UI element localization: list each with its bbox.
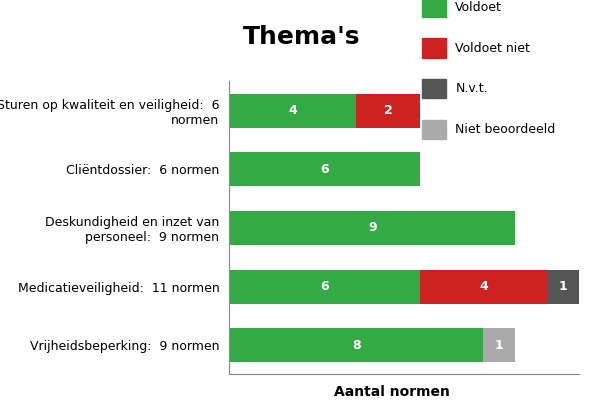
Bar bbox=[229, 152, 420, 186]
Bar bbox=[484, 328, 516, 362]
Bar bbox=[420, 269, 547, 304]
Text: 1: 1 bbox=[558, 280, 567, 293]
Text: 4: 4 bbox=[479, 280, 488, 293]
Text: Thema's: Thema's bbox=[243, 25, 360, 49]
Bar bbox=[547, 269, 579, 304]
Text: Voldoet niet: Voldoet niet bbox=[455, 42, 530, 55]
Bar bbox=[229, 94, 356, 128]
Bar bbox=[229, 328, 484, 362]
Text: 8: 8 bbox=[352, 339, 361, 352]
Text: N.v.t.: N.v.t. bbox=[455, 82, 488, 95]
Text: 6: 6 bbox=[320, 163, 329, 176]
Bar bbox=[356, 94, 420, 128]
Text: Niet beoordeeld: Niet beoordeeld bbox=[455, 123, 555, 136]
Text: Voldoet: Voldoet bbox=[455, 1, 502, 14]
Text: 6: 6 bbox=[320, 280, 329, 293]
Text: 9: 9 bbox=[368, 221, 376, 234]
Text: 4: 4 bbox=[288, 104, 297, 117]
Text: 1: 1 bbox=[495, 339, 504, 352]
Bar bbox=[229, 211, 516, 245]
Bar bbox=[229, 269, 420, 304]
Text: 2: 2 bbox=[384, 104, 393, 117]
Text: Aantal normen: Aantal normen bbox=[334, 385, 450, 399]
